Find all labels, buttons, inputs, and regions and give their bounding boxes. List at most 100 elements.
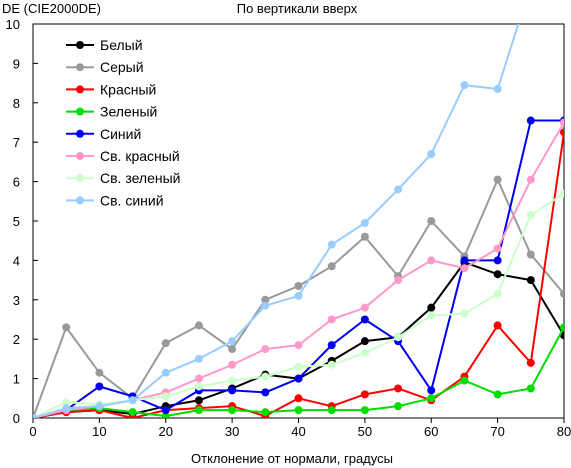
legend-swatch-marker (76, 129, 84, 138)
data-point (327, 406, 336, 415)
data-point (526, 358, 535, 367)
data-point (261, 388, 270, 397)
data-point (427, 150, 436, 159)
legend-entry: Зеленый (66, 104, 157, 120)
data-point (327, 360, 336, 369)
data-point (427, 217, 436, 225)
data-point (95, 382, 104, 391)
x-tick-label: 50 (358, 424, 372, 439)
data-point (427, 256, 436, 265)
x-tick-label: 10 (92, 424, 106, 439)
legend-swatch-marker (76, 107, 84, 116)
data-point (261, 301, 270, 310)
legend-swatch-marker (76, 63, 84, 72)
legend-swatch-marker (76, 85, 84, 94)
data-point (62, 323, 71, 332)
data-point (493, 256, 502, 265)
data-point (327, 240, 336, 249)
data-point (360, 303, 369, 312)
data-point (128, 396, 137, 405)
series-7 (33, 189, 564, 418)
data-point (427, 303, 436, 312)
y-tick-label: 7 (13, 135, 20, 150)
data-point (460, 256, 469, 265)
data-point (394, 333, 403, 342)
data-point (327, 341, 336, 350)
y-tick-label: 0 (13, 411, 20, 426)
data-point (95, 368, 104, 377)
y-tick-label: 4 (13, 253, 20, 268)
legend-swatch-marker (76, 41, 84, 49)
data-point (460, 264, 469, 273)
data-point (360, 390, 369, 399)
legend-swatch-marker (76, 174, 84, 183)
series-line (33, 192, 564, 418)
data-point (460, 309, 469, 318)
y-tick-label: 6 (13, 175, 20, 190)
y-tick-label: 8 (13, 96, 20, 111)
y-axis-label: DE (CIE2000DE) (2, 1, 101, 16)
data-point (261, 345, 270, 354)
legend-entry: Красный (66, 81, 156, 97)
data-point (360, 315, 369, 324)
data-point (62, 398, 71, 407)
series-layer (33, 24, 564, 418)
x-tick-label: 40 (291, 424, 305, 439)
data-point (194, 374, 203, 383)
data-point (161, 406, 170, 415)
data-point (560, 323, 564, 332)
data-point (161, 339, 170, 348)
legend-label: Серый (100, 59, 144, 75)
data-point (194, 396, 203, 405)
data-point (493, 390, 502, 399)
data-point (493, 270, 502, 279)
data-point (294, 362, 303, 371)
data-point (427, 386, 436, 395)
data-point (294, 291, 303, 300)
data-point (360, 337, 369, 346)
y-tick-label: 5 (13, 214, 20, 229)
legend-label: Синий (100, 126, 141, 142)
legend-entry: Серый (66, 59, 144, 75)
data-point (228, 386, 237, 395)
data-point (427, 394, 436, 403)
x-axis-label: Отклонение от нормали, градусы (191, 451, 393, 466)
legend-label: Красный (100, 81, 156, 97)
data-point (526, 250, 535, 259)
data-point (161, 368, 170, 377)
data-point (560, 128, 564, 137)
data-point (194, 354, 203, 363)
data-point (62, 404, 71, 413)
data-point (261, 408, 270, 417)
data-point (460, 376, 469, 385)
series-line (33, 24, 520, 418)
data-point (327, 262, 336, 271)
data-point (128, 408, 137, 417)
data-point (360, 406, 369, 415)
data-point (194, 321, 203, 330)
data-point (294, 341, 303, 350)
data-point (294, 282, 303, 291)
data-point (394, 276, 403, 285)
data-point (228, 360, 237, 369)
legend-label: Зеленый (100, 104, 157, 120)
data-point (493, 321, 502, 330)
data-point (526, 384, 535, 393)
data-point (493, 85, 502, 94)
x-tick-label: 20 (159, 424, 173, 439)
data-point (228, 345, 237, 354)
x-tick-label: 0 (29, 424, 36, 439)
data-point (194, 382, 203, 391)
legend-label: Св. красный (100, 148, 180, 164)
series-4 (33, 323, 564, 418)
chart-title: По вертикали вверх (237, 1, 358, 16)
data-point (33, 414, 37, 418)
data-point (526, 116, 535, 125)
data-point (526, 175, 535, 184)
data-point (161, 392, 170, 401)
data-point (228, 337, 237, 346)
data-point (294, 394, 303, 403)
data-point (560, 289, 564, 298)
